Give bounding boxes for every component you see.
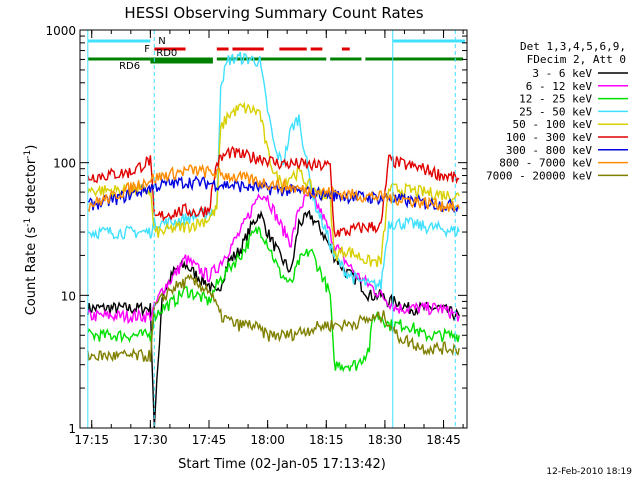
legend-entry-label: 100 - 300 keV xyxy=(506,131,592,144)
x-tick-label: 17:45 xyxy=(192,433,227,447)
legend-entry-label: 800 - 7000 keV xyxy=(499,157,592,170)
y-tick-label: 1 xyxy=(68,422,76,436)
flag-rd6-label: RD6 xyxy=(119,61,140,72)
chart-title: HESSI Observing Summary Count Rates xyxy=(124,4,423,22)
legend-header-2: FDecim 2, Att 0 xyxy=(527,53,626,66)
series-line-3 xyxy=(87,225,460,373)
x-tick-label: 18:30 xyxy=(368,433,403,447)
y-tick-label: 10 xyxy=(61,289,76,303)
x-tick-label: 17:30 xyxy=(133,433,168,447)
legend-entry-label: 25 - 50 keV xyxy=(519,105,592,118)
series-line-2 xyxy=(87,187,460,325)
x-tick-label: 18:00 xyxy=(250,433,285,447)
series-line-8 xyxy=(87,163,460,213)
observing-flags: NF RD0 RD6 xyxy=(87,36,465,72)
legend-entry-label: 300 - 800 keV xyxy=(506,144,592,157)
series-group xyxy=(87,51,460,429)
legend-entry-label: 50 - 100 keV xyxy=(513,118,593,131)
x-tick-label: 18:45 xyxy=(426,433,461,447)
legend-entry-label: 12 - 25 keV xyxy=(519,93,592,106)
legend-entry-label: 3 - 6 keV xyxy=(532,67,592,80)
x-axis-label: Start Time (02-Jan-05 17:13:42) xyxy=(178,457,386,472)
axes-group: 17:15 17:30 17:45 18:00 18:15 18:30 18:45 1 10 10… xyxy=(45,24,468,447)
y-axis-label: Count Rate (s-1 detector-1) xyxy=(23,145,39,316)
legend-entry-label: 7000 - 20000 keV xyxy=(486,169,592,182)
y-tick-label: 1000 xyxy=(45,24,76,38)
series-line-9 xyxy=(87,273,460,363)
y-tick-label: 100 xyxy=(53,157,76,171)
plot-frame xyxy=(79,29,468,429)
flag-f-label: F xyxy=(144,44,150,55)
flag-rd0-label: RD0 xyxy=(156,48,177,59)
series-line-4 xyxy=(87,51,460,291)
x-tick-label: 18:15 xyxy=(309,433,344,447)
legend: Det 1,3,4,5,6,9, FDecim 2, Att 0 3 - 6 k… xyxy=(486,40,628,182)
date-stamp: 12-Feb-2010 18:19 xyxy=(546,467,632,477)
series-line-6 xyxy=(87,145,460,238)
series-line-1 xyxy=(87,209,460,429)
x-tick-label: 17:15 xyxy=(74,433,109,447)
flag-n-label: N xyxy=(158,36,165,47)
legend-entry-label: 6 - 12 keV xyxy=(526,80,593,93)
legend-header-1: Det 1,3,4,5,6,9, xyxy=(520,40,626,53)
